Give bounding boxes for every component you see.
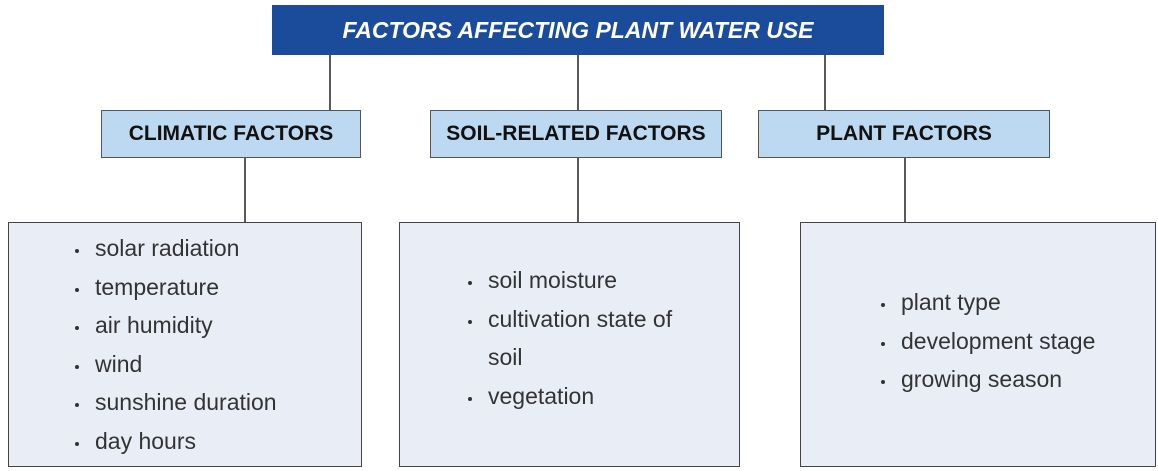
item: growing season	[881, 360, 1151, 399]
item-list: plant type development stage growing seaso…	[881, 283, 1151, 399]
category-box: PLANT FACTORS	[758, 110, 1050, 158]
item-box: plant type development stage growing seaso…	[800, 222, 1156, 467]
item: development stage	[881, 322, 1151, 361]
item-box: soil moisture cultivation state of soil ve…	[399, 222, 740, 467]
item: air humidity	[75, 306, 355, 345]
item-list: soil moisture cultivation state of soil ve…	[468, 261, 693, 415]
item: vegetation	[468, 377, 693, 416]
item-box: solar radiation temperature air humidity wi…	[8, 222, 362, 467]
item: cultivation state of soil	[468, 300, 693, 377]
item: wind	[75, 345, 355, 384]
item-list: solar radiation temperature air humidity wi…	[75, 229, 355, 460]
category-box: CLIMATIC FACTORS	[101, 110, 361, 158]
item: sunshine duration	[75, 383, 355, 422]
item: solar radiation	[75, 229, 355, 268]
item: temperature	[75, 268, 355, 307]
item: plant type	[881, 283, 1151, 322]
title-box: FACTORS AFFECTING PLANT WATER USE	[272, 5, 884, 55]
item: soil moisture	[468, 261, 693, 300]
item: day hours	[75, 422, 355, 461]
category-box: SOIL-RELATED FACTORS	[430, 110, 722, 158]
